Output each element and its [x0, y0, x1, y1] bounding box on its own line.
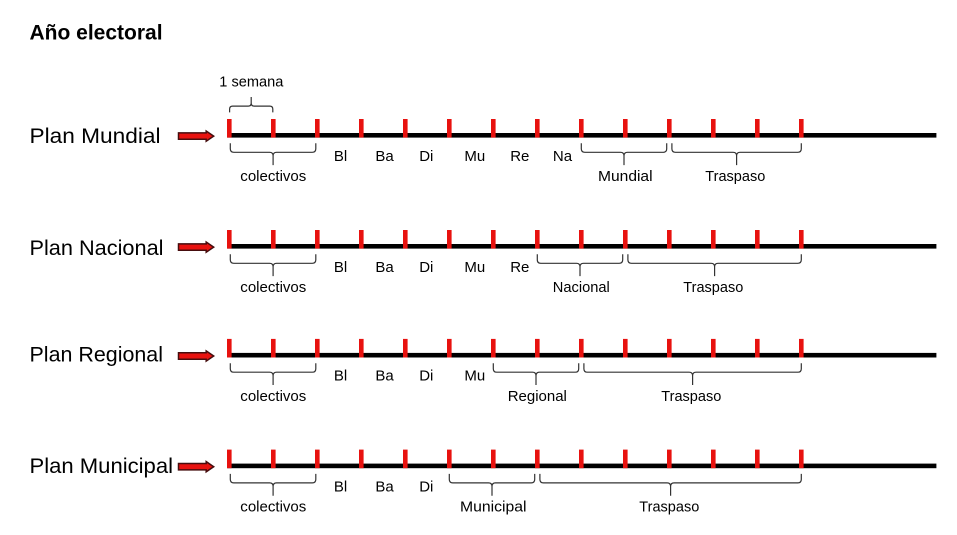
svg-text:Ba: Ba: [375, 259, 394, 276]
svg-text:Bl: Bl: [334, 148, 347, 165]
svg-text:Di: Di: [419, 259, 433, 276]
svg-text:Plan Nacional: Plan Nacional: [30, 237, 164, 260]
svg-text:Bl: Bl: [334, 478, 347, 495]
svg-text:Traspaso: Traspaso: [683, 279, 743, 296]
svg-text:colectivos: colectivos: [240, 499, 306, 516]
svg-text:Mu: Mu: [464, 368, 485, 385]
svg-text:Nacional: Nacional: [553, 279, 610, 296]
svg-text:Traspaso: Traspaso: [705, 168, 765, 185]
svg-text:Mundial: Mundial: [598, 168, 653, 185]
svg-text:Ba: Ba: [375, 478, 394, 495]
svg-text:Plan Regional: Plan Regional: [30, 344, 164, 367]
svg-text:Mu: Mu: [464, 259, 485, 276]
svg-text:Bl: Bl: [334, 368, 347, 385]
svg-text:Bl: Bl: [334, 259, 347, 276]
svg-text:1 semana: 1 semana: [219, 74, 284, 91]
svg-text:Re: Re: [510, 148, 529, 165]
svg-text:colectivos: colectivos: [240, 168, 306, 185]
svg-text:Regional: Regional: [508, 388, 567, 405]
svg-text:Traspaso: Traspaso: [639, 499, 699, 516]
svg-text:colectivos: colectivos: [240, 279, 306, 296]
svg-text:Re: Re: [510, 259, 529, 276]
svg-text:Traspaso: Traspaso: [661, 388, 721, 405]
svg-text:Ba: Ba: [375, 148, 394, 165]
svg-text:Di: Di: [419, 148, 433, 165]
svg-text:Ba: Ba: [375, 368, 394, 385]
svg-text:Año electoral: Año electoral: [30, 22, 163, 45]
svg-text:colectivos: colectivos: [240, 388, 306, 405]
svg-text:Mu: Mu: [464, 148, 485, 165]
svg-text:Na: Na: [553, 148, 573, 165]
svg-text:Municipal: Municipal: [460, 499, 527, 516]
svg-text:Plan Mundial: Plan Mundial: [30, 125, 161, 148]
svg-text:Di: Di: [419, 478, 433, 495]
svg-text:Di: Di: [419, 368, 433, 385]
svg-text:Plan Municipal: Plan Municipal: [30, 455, 174, 478]
